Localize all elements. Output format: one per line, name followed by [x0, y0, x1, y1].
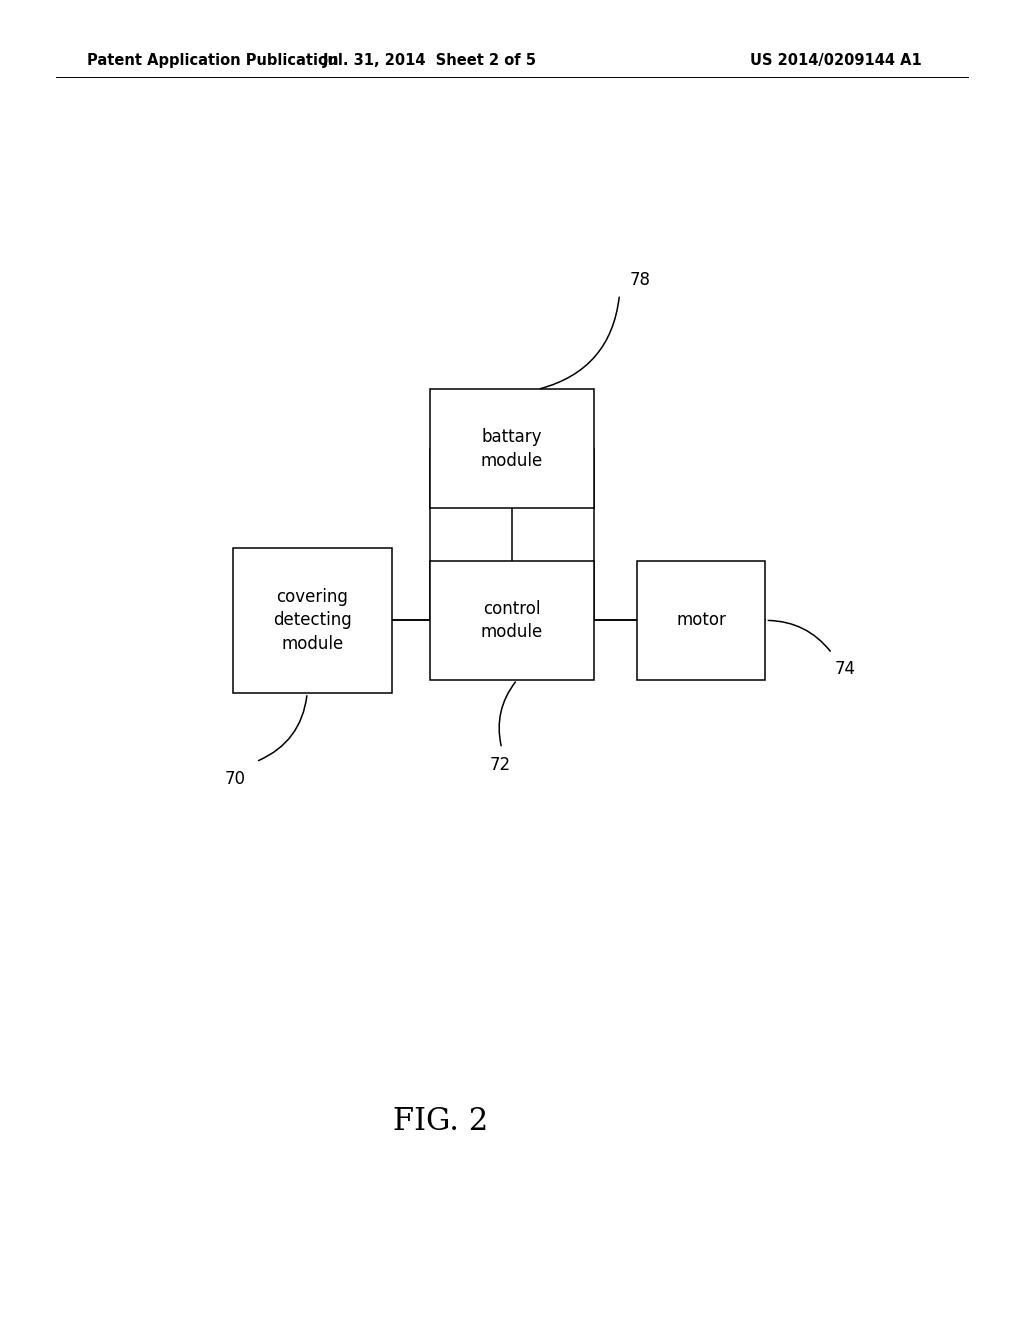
Text: FIG. 2: FIG. 2 — [392, 1106, 488, 1138]
Text: motor: motor — [677, 611, 726, 630]
Text: battary
module: battary module — [481, 428, 543, 470]
Text: control
module: control module — [481, 599, 543, 642]
Text: Jul. 31, 2014  Sheet 2 of 5: Jul. 31, 2014 Sheet 2 of 5 — [324, 53, 537, 69]
Text: 70: 70 — [224, 770, 246, 788]
Text: 78: 78 — [630, 271, 651, 289]
Text: covering
detecting
module: covering detecting module — [273, 587, 351, 653]
Bar — [430, 561, 594, 680]
Bar — [232, 548, 391, 693]
Bar — [430, 389, 594, 508]
Text: US 2014/0209144 A1: US 2014/0209144 A1 — [750, 53, 922, 69]
Text: Patent Application Publication: Patent Application Publication — [87, 53, 339, 69]
Text: 74: 74 — [836, 660, 856, 678]
Bar — [637, 561, 766, 680]
Text: 72: 72 — [489, 756, 510, 775]
